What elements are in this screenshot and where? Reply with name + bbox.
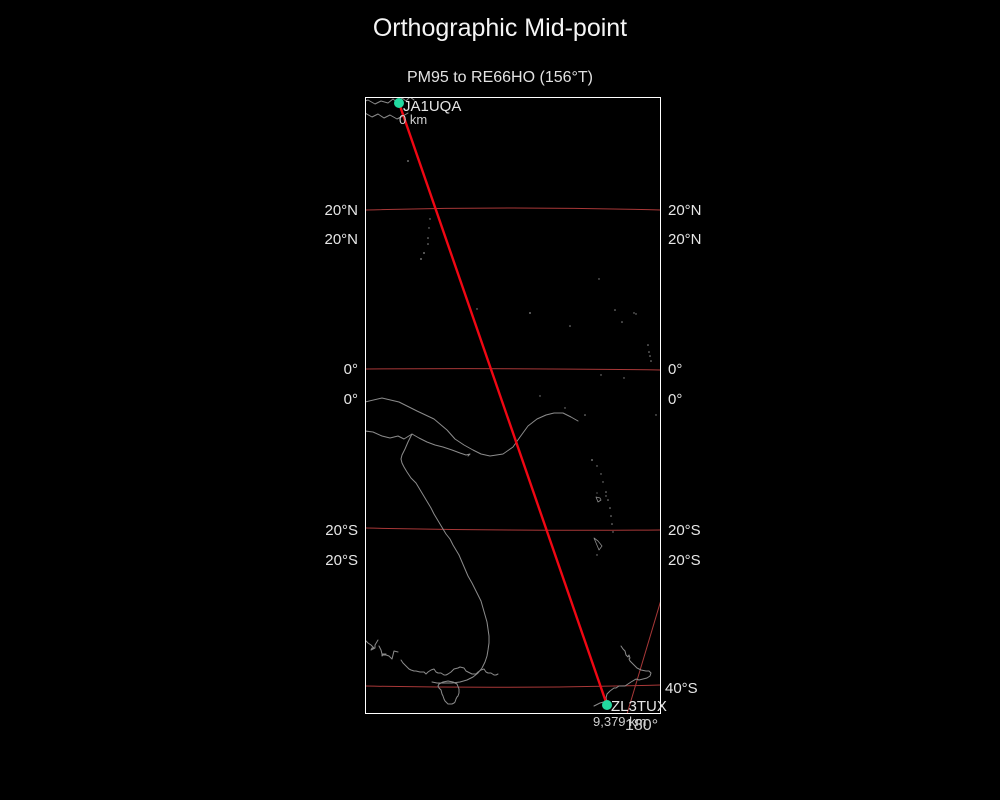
- svg-text:20°N: 20°N: [668, 202, 702, 219]
- svg-text:20°S: 20°S: [325, 522, 358, 539]
- svg-text:20°N: 20°N: [324, 202, 358, 219]
- svg-text:20°S: 20°S: [668, 522, 701, 539]
- svg-text:0°: 0°: [344, 361, 358, 378]
- svg-text:0°: 0°: [668, 391, 682, 408]
- svg-text:ZL3TUX: ZL3TUX: [611, 698, 667, 715]
- svg-text:40°S: 40°S: [665, 680, 698, 697]
- svg-text:0°: 0°: [344, 391, 358, 408]
- svg-text:180°: 180°: [625, 717, 658, 734]
- svg-text:0 km: 0 km: [399, 112, 427, 127]
- svg-text:20°S: 20°S: [325, 552, 358, 569]
- svg-text:0°: 0°: [668, 361, 682, 378]
- svg-text:20°S: 20°S: [668, 552, 701, 569]
- svg-text:20°N: 20°N: [324, 231, 358, 248]
- svg-text:20°N: 20°N: [668, 231, 702, 248]
